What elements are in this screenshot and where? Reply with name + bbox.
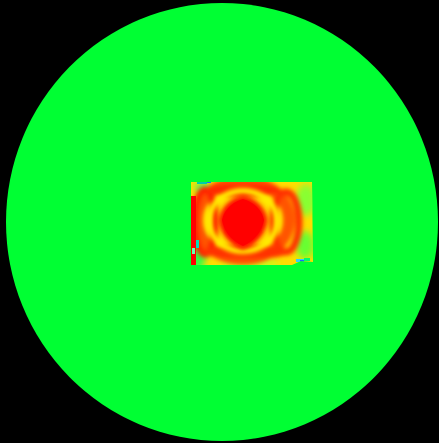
hotspot-patch: [191, 182, 313, 265]
